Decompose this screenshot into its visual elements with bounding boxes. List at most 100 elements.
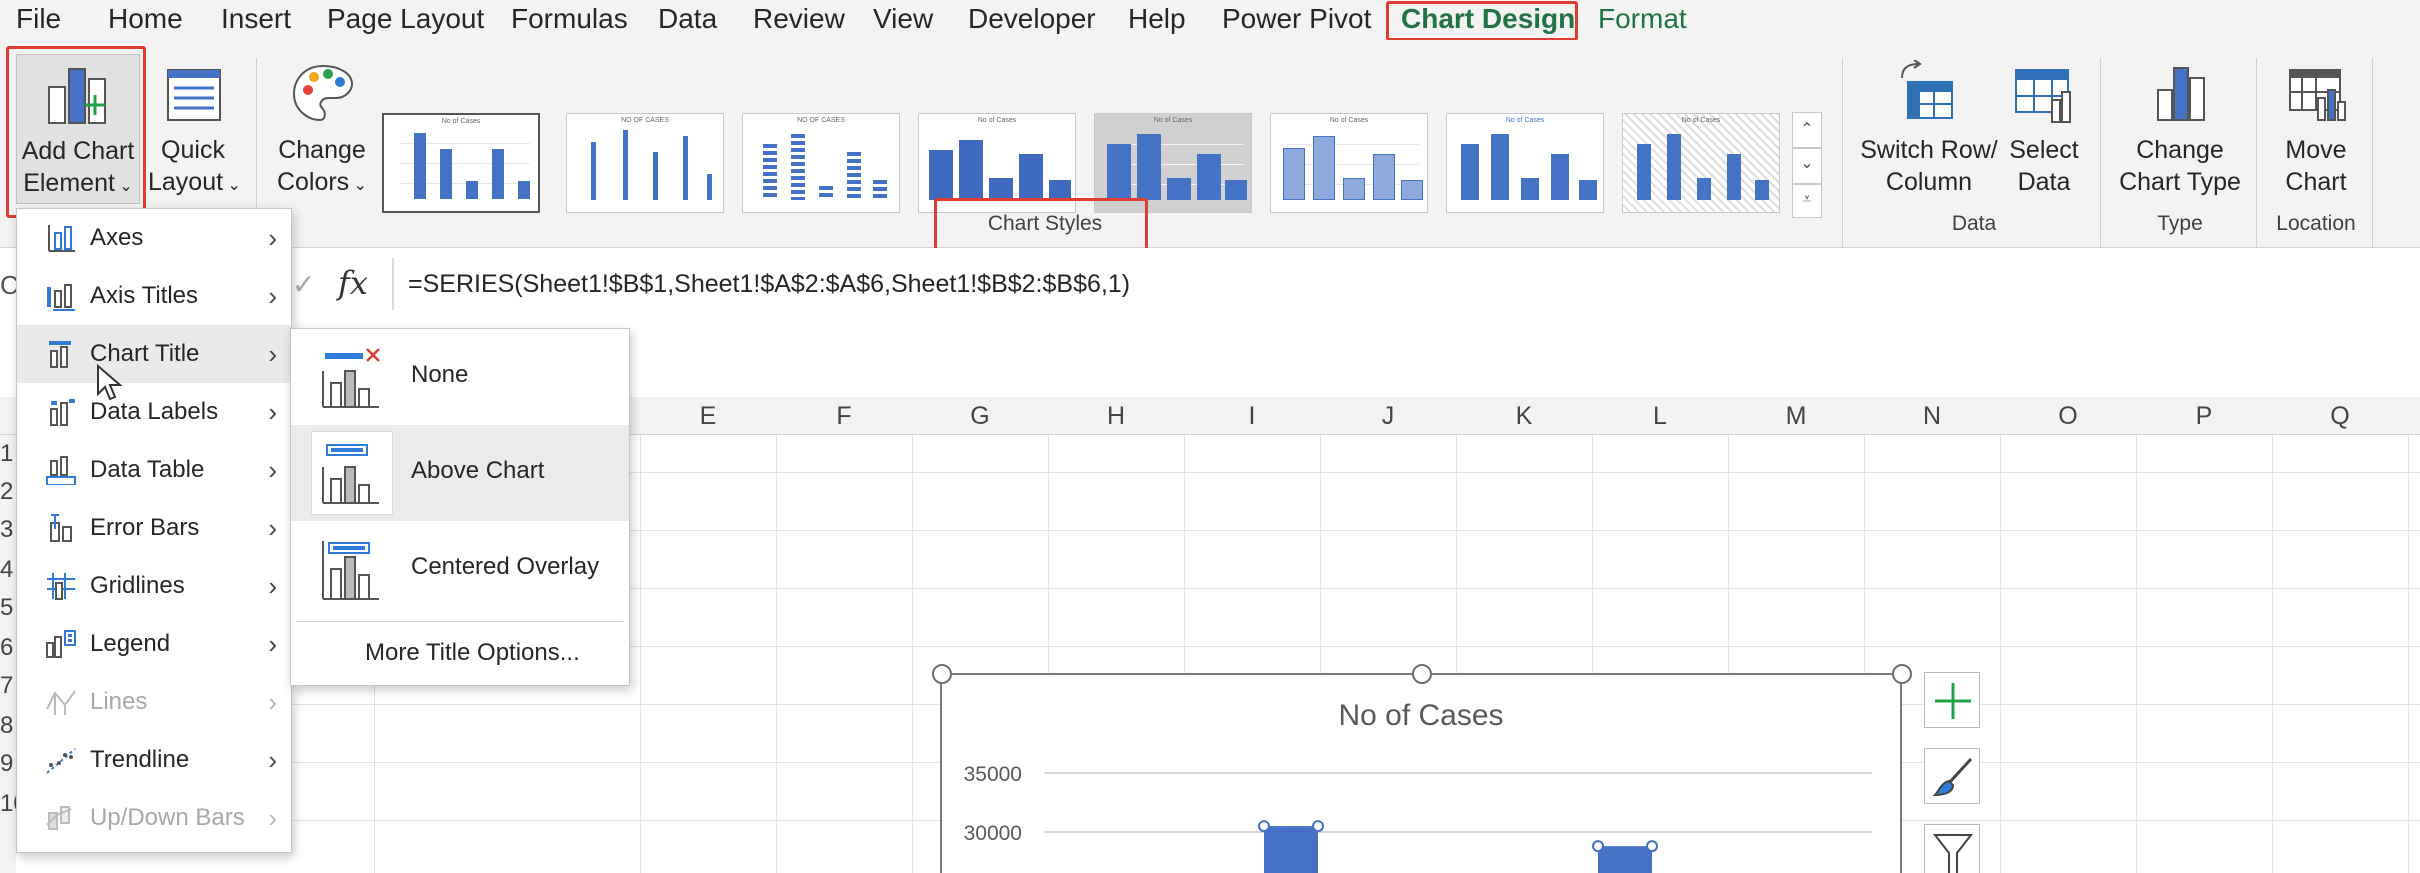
column-header[interactable]: I xyxy=(1248,402,1256,430)
grid-line xyxy=(0,646,2420,647)
column-header[interactable]: L xyxy=(1653,402,1667,430)
chart-filters-button[interactable] xyxy=(1924,824,1980,873)
row-number[interactable]: 6 xyxy=(0,634,14,661)
resize-handle[interactable] xyxy=(932,664,952,684)
change-chart-type-button[interactable]: Change Chart Type xyxy=(2110,54,2250,204)
chart-style-5[interactable]: No of Cases xyxy=(1094,113,1252,213)
menu-item-data-table[interactable]: Data Table › xyxy=(17,441,291,499)
tab-insert[interactable]: Insert xyxy=(221,3,292,34)
enter-check-icon[interactable]: ✓ xyxy=(292,269,316,300)
chart-bar[interactable] xyxy=(1264,826,1318,873)
chart-style-bar xyxy=(683,136,688,200)
bar-selection-handle[interactable] xyxy=(1592,840,1604,853)
row-number[interactable]: 2 xyxy=(0,478,14,505)
name-box-fragment[interactable]: C xyxy=(0,270,19,300)
chart-style-2[interactable]: NO OF CASES xyxy=(566,113,724,213)
grid-line xyxy=(2272,435,2273,873)
tab-view[interactable]: View xyxy=(873,3,934,34)
add-chart-element-label-1: Add Chart xyxy=(21,137,135,165)
menu-item-legend[interactable]: Legend › xyxy=(17,615,291,673)
tab-page-layout[interactable]: Page Layout xyxy=(327,3,485,34)
chart-area[interactable]: No of Cases 35000 30000 xyxy=(940,673,1902,873)
column-header[interactable]: H xyxy=(1106,402,1126,430)
chart-style-1[interactable]: No of Cases xyxy=(382,113,540,213)
move-chart-button[interactable]: Move Chart xyxy=(2266,54,2366,204)
column-header[interactable]: G xyxy=(970,402,990,430)
chart-elements-button[interactable] xyxy=(1924,672,1980,728)
switch-row-column-button[interactable]: Switch Row/ Column xyxy=(1858,54,2000,204)
column-header[interactable]: F xyxy=(836,402,852,430)
tab-chart-design[interactable]: Chart Design xyxy=(1401,3,1576,34)
chart-bar[interactable] xyxy=(1598,846,1652,873)
menu-item-lines[interactable]: Lines › xyxy=(17,673,291,731)
insert-function-button[interactable]: fx xyxy=(338,264,368,302)
tab-data[interactable]: Data xyxy=(658,3,718,34)
bar-selection-handle[interactable] xyxy=(1312,820,1324,833)
menu-item-data-labels[interactable]: Data Labels › xyxy=(17,383,291,441)
menu-item-gridlines[interactable]: Gridlines › xyxy=(17,557,291,615)
tab-power-pivot[interactable]: Power Pivot xyxy=(1222,3,1372,34)
gallery-scroll-up-button[interactable]: ⌃ xyxy=(1792,112,1822,148)
tab-home[interactable]: Home xyxy=(108,3,183,34)
chart-style-bar xyxy=(1521,178,1539,200)
row-number[interactable]: 7 xyxy=(0,672,14,699)
gallery-more-button[interactable]: ⩡ xyxy=(1792,184,1822,218)
add-chart-element-button[interactable]: Add Chart Element ⌄ xyxy=(16,54,140,204)
select-data-button[interactable]: Select Data xyxy=(2006,54,2082,204)
tab-formulas[interactable]: Formulas xyxy=(511,3,628,34)
formula-input[interactable]: =SERIES(Sheet1!$B$1,Sheet1!$A$2:$A$6,She… xyxy=(408,270,1131,298)
chart-style-4[interactable]: No of Cases xyxy=(918,113,1076,213)
menu-item-chart-title[interactable]: Chart Title › xyxy=(17,325,291,383)
chart-title[interactable]: No of Cases xyxy=(1338,699,1504,732)
menu-item-axes[interactable]: Axes › xyxy=(17,209,291,267)
row-number[interactable]: 1 xyxy=(0,440,14,467)
chart-style-3[interactable]: NO OF CASES xyxy=(742,113,900,213)
chart-title-option-none[interactable]: None xyxy=(291,329,629,425)
tab-file[interactable]: File xyxy=(16,3,62,34)
column-header[interactable]: P xyxy=(2195,402,2213,430)
menu-item-error-bars[interactable]: Error Bars › xyxy=(17,499,291,557)
row-number[interactable]: 10 xyxy=(0,790,27,817)
menu-item-trendline[interactable]: Trendline › xyxy=(17,731,291,789)
column-header[interactable]: E xyxy=(699,402,717,430)
tab-help[interactable]: Help xyxy=(1128,3,1186,34)
quick-layout-label-2: Layout xyxy=(148,168,224,196)
filter-icon xyxy=(1932,834,1974,873)
gallery-scroll-down-button[interactable]: ⌄ xyxy=(1792,148,1822,184)
column-header[interactable]: N xyxy=(1922,402,1942,430)
column-header[interactable]: K xyxy=(1515,402,1533,430)
switch-row-column-label-2: Column xyxy=(1885,168,1973,196)
row-number[interactable]: 5 xyxy=(0,594,14,621)
resize-handle[interactable] xyxy=(1892,664,1912,684)
bar-selection-handle[interactable] xyxy=(1258,820,1270,833)
chart-style-8[interactable]: No of Cases xyxy=(1622,113,1780,213)
tab-review[interactable]: Review xyxy=(753,3,845,34)
row-number[interactable]: 4 xyxy=(0,556,14,583)
bar-selection-handle[interactable] xyxy=(1646,840,1658,853)
change-colors-button[interactable]: Change Colors ⌄ xyxy=(268,54,376,204)
more-title-options-item[interactable]: More Title Options... xyxy=(291,625,629,683)
row-number[interactable]: 9 xyxy=(0,750,14,777)
column-header[interactable]: O xyxy=(2058,402,2078,430)
resize-handle[interactable] xyxy=(1412,664,1432,684)
menu-item-axis-titles[interactable]: Axis Titles › xyxy=(17,267,291,325)
column-header[interactable]: Q xyxy=(2330,402,2350,430)
chevron-right-icon: › xyxy=(268,629,277,659)
chart-style-7[interactable]: No of Cases xyxy=(1446,113,1604,213)
tab-format[interactable]: Format xyxy=(1598,3,1687,34)
quick-layout-button[interactable]: Quick Layout ⌄ xyxy=(148,54,252,204)
chart-styles-button[interactable] xyxy=(1924,748,1980,804)
chart-style-title: No of Cases xyxy=(441,118,481,125)
row-number[interactable]: 3 xyxy=(0,516,14,543)
column-header[interactable]: J xyxy=(1381,402,1395,430)
chart-style-6[interactable]: No of Cases xyxy=(1270,113,1428,213)
menu-item-up-down-bars[interactable]: Up/Down Bars › xyxy=(17,789,291,847)
chart-title-option-centered-overlay[interactable]: Centered Overlay xyxy=(291,521,629,617)
row-number[interactable]: 8 xyxy=(0,712,14,739)
legend-icon xyxy=(46,630,76,658)
tab-developer[interactable]: Developer xyxy=(968,3,1096,34)
chart-title-option-above-chart[interactable]: Above Chart xyxy=(291,425,629,521)
column-header[interactable]: M xyxy=(1785,402,1807,430)
menu-item-label: Chart Title xyxy=(90,340,200,367)
chart-style-bar xyxy=(1579,180,1597,200)
